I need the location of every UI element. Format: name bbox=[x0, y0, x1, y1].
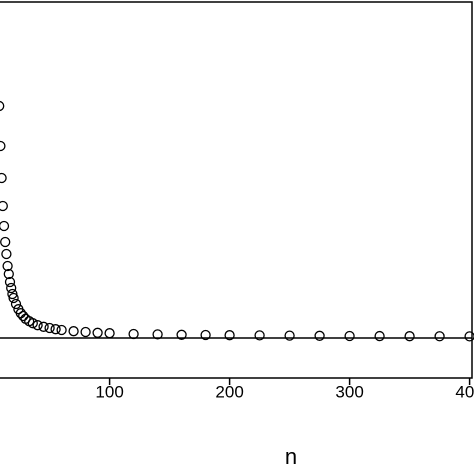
point bbox=[44, 322, 55, 334]
point bbox=[254, 330, 265, 341]
point bbox=[38, 321, 49, 332]
point bbox=[27, 318, 38, 329]
point bbox=[314, 330, 325, 341]
point bbox=[4, 276, 16, 288]
point bbox=[284, 330, 295, 341]
point bbox=[104, 328, 115, 339]
point bbox=[80, 326, 91, 338]
point bbox=[0, 140, 6, 152]
point bbox=[1, 248, 12, 260]
point bbox=[0, 220, 10, 232]
point bbox=[224, 330, 235, 341]
point bbox=[32, 320, 43, 331]
point bbox=[56, 324, 67, 336]
point bbox=[0, 236, 11, 248]
point bbox=[128, 328, 139, 340]
point bbox=[176, 329, 187, 340]
point bbox=[3, 268, 14, 280]
point bbox=[464, 331, 474, 342]
point bbox=[0, 172, 7, 184]
point bbox=[10, 298, 22, 310]
point bbox=[0, 200, 8, 212]
point bbox=[404, 331, 415, 342]
x-tick-label: 100 bbox=[95, 382, 123, 401]
point bbox=[434, 331, 445, 342]
point bbox=[2, 260, 13, 272]
x-tick-label: 200 bbox=[215, 382, 243, 401]
point bbox=[18, 310, 29, 322]
x-tick-label: 300 bbox=[335, 382, 363, 401]
point bbox=[6, 282, 17, 294]
x-axis-title: n bbox=[285, 444, 297, 469]
point bbox=[7, 288, 18, 300]
plot-frame bbox=[0, 1, 473, 379]
point bbox=[374, 330, 385, 342]
point bbox=[68, 326, 79, 337]
point bbox=[200, 329, 211, 341]
point bbox=[344, 330, 355, 342]
point bbox=[50, 324, 61, 335]
point bbox=[0, 100, 5, 112]
point bbox=[8, 292, 19, 304]
point bbox=[152, 329, 163, 340]
point bbox=[92, 327, 103, 338]
x-tick-label: 400 bbox=[455, 382, 474, 401]
